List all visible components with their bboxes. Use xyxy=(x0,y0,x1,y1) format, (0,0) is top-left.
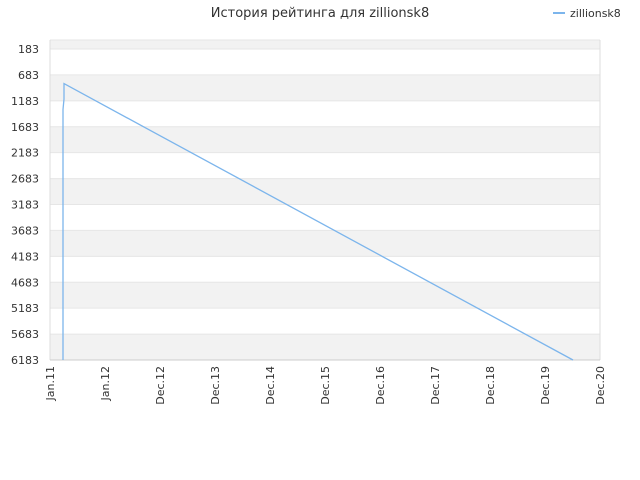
plot-band xyxy=(50,230,600,257)
y-tick-label: 183 xyxy=(18,43,39,56)
y-tick-label: 3183 xyxy=(11,199,39,212)
y-tick-label: 5183 xyxy=(11,302,39,315)
y-tick-label: 3683 xyxy=(11,224,39,237)
x-tick-label: Dec.17 xyxy=(429,366,442,405)
y-tick-label: 1683 xyxy=(11,121,39,134)
y-tick-label: 683 xyxy=(18,69,39,82)
chart-title: История рейтинга для zillionsk8 xyxy=(211,6,430,21)
x-tick-label: Dec.19 xyxy=(539,366,552,405)
y-tick-label: 2183 xyxy=(11,147,39,160)
y-tick-label: 4683 xyxy=(11,276,39,289)
x-tick-label: Dec.18 xyxy=(484,366,497,405)
x-tick-label: Dec.16 xyxy=(374,366,387,405)
x-tick-label: Dec.13 xyxy=(209,366,222,405)
y-tick-label: 5683 xyxy=(11,328,39,341)
y-tick-label: 4183 xyxy=(11,250,39,263)
x-tick-label: Jan.11 xyxy=(44,366,57,401)
legend-label[interactable]: zillionsk8 xyxy=(570,7,621,20)
y-tick-label: 1183 xyxy=(11,95,39,108)
plot-bands xyxy=(50,40,600,360)
y-tick-label: 2683 xyxy=(11,173,39,186)
plot-band xyxy=(50,126,600,153)
x-axis-ticks: Jan.11 Jan.12 Dec.12 Dec.13 Dec.14 Dec.15 Dec.… xyxy=(44,366,607,405)
y-tick-label: 6183 xyxy=(11,354,39,367)
series-line-zillionsk8 xyxy=(62,82,574,361)
plot-band xyxy=(50,334,600,360)
x-tick-label: Dec.15 xyxy=(319,366,332,405)
x-tick-label: Dec.14 xyxy=(264,366,277,405)
x-tick-label: Dec.20 xyxy=(594,366,607,405)
plot-band xyxy=(50,178,600,205)
plot-band xyxy=(50,282,600,309)
series-layer xyxy=(62,82,574,361)
x-tick-label: Dec.12 xyxy=(154,366,167,405)
y-axis-ticks: 183 683 1183 1683 2183 2683 3183 3683 4183 4683 51… xyxy=(11,43,39,367)
plot-band xyxy=(50,40,600,49)
plot-band xyxy=(50,74,600,101)
x-tick-label: Jan.12 xyxy=(99,366,112,401)
legend[interactable]: zillionsk8 xyxy=(553,7,621,20)
